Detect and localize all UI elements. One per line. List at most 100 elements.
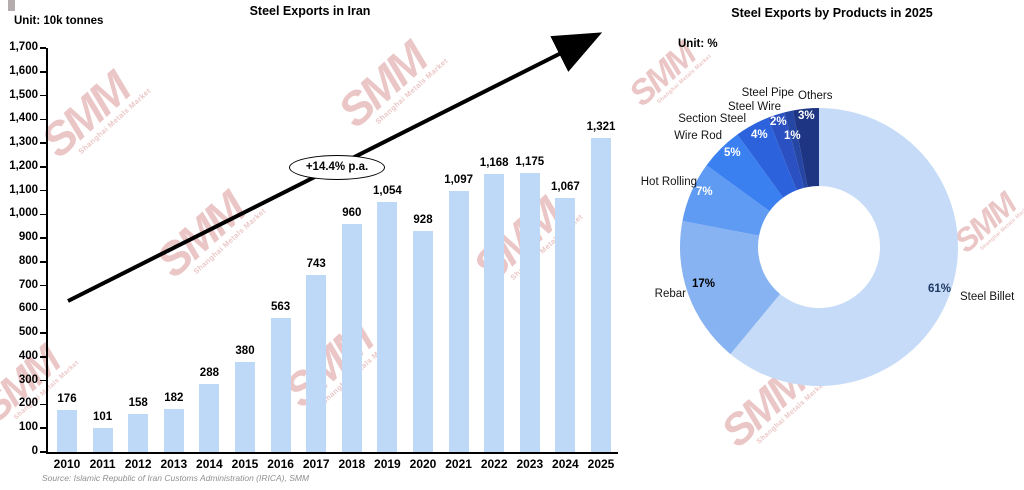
trend-annotation-badge: +14.4% p.a. — [289, 155, 385, 180]
y-axis-tick-mark — [40, 403, 46, 406]
source-note: Source: Islamic Republic of Iran Customs… — [42, 473, 310, 483]
donut-slice-rebar — [679, 220, 781, 355]
bar-2021 — [448, 191, 469, 452]
y-axis-tick-mark — [40, 213, 46, 216]
bar-value-label: 1,321 — [586, 121, 616, 134]
y-axis-line — [46, 48, 48, 452]
corner-square-artifact — [8, 0, 15, 11]
trend-annotation-label: +14.4% p.a. — [305, 161, 369, 173]
bar-value-label: 1,168 — [479, 157, 509, 170]
x-axis-label: 2025 — [587, 457, 615, 471]
donut-slice-steel-billet — [730, 108, 959, 387]
y-axis-tick-label: 900 — [18, 231, 38, 244]
y-axis-tick-label: 1,200 — [9, 159, 38, 172]
y-axis-tick-mark — [40, 94, 46, 97]
x-axis-label: 2011 — [89, 457, 116, 471]
bar-chart-title: Steel Exports in Iran — [249, 4, 371, 18]
donut-slice-name: Steel Billet — [960, 291, 1015, 303]
x-axis-label: 2021 — [445, 457, 472, 471]
y-axis-tick-label: 200 — [18, 397, 38, 410]
x-axis-label: 2017 — [302, 457, 330, 471]
y-axis-tick-mark — [40, 356, 46, 358]
x-axis-label: 2022 — [480, 457, 508, 471]
bar-2014 — [199, 383, 220, 452]
x-axis-label: 2014 — [196, 457, 223, 471]
donut-slice-name: Wire Rod — [674, 130, 722, 142]
y-axis-tick-mark — [40, 47, 46, 49]
bar-2011 — [92, 427, 113, 452]
y-axis-tick-label: 300 — [18, 373, 38, 386]
y-axis-tick-mark — [40, 142, 46, 144]
donut-slice-pct: 7% — [696, 186, 713, 198]
bar-value-label: 1,067 — [551, 181, 580, 194]
bar-value-label: 563 — [271, 301, 291, 314]
donut-chart-title: Steel Exports by Products in 2025 — [731, 6, 933, 20]
bar-chart-unit-label: Unit: 10k tonnes — [14, 15, 104, 27]
bar-2018 — [341, 223, 362, 452]
y-axis-tick-label: 1,500 — [9, 88, 38, 101]
y-axis-tick-mark — [40, 166, 46, 168]
donut-slice-hot-rolling — [682, 165, 770, 236]
bar-2015 — [235, 361, 255, 452]
bar-value-label: 101 — [93, 410, 113, 423]
x-axis-label: 2020 — [409, 457, 437, 471]
bar-2022 — [484, 174, 505, 452]
bar-2016 — [270, 318, 291, 452]
bar-2024 — [555, 198, 576, 452]
y-axis-tick-label: 800 — [18, 254, 38, 267]
y-axis-tick-mark — [40, 189, 46, 192]
y-axis-tick-label: 1,600 — [9, 64, 38, 77]
x-axis-label: 2010 — [53, 457, 81, 471]
x-axis-label: 2024 — [552, 457, 579, 471]
bar-2019 — [377, 201, 398, 452]
donut-slice-name: Others — [798, 90, 833, 102]
x-axis-label: 2015 — [231, 457, 259, 471]
bar-value-label: 182 — [164, 391, 184, 404]
donut-slice-name: Steel Pipe — [741, 87, 794, 99]
y-axis-tick-label: 1,100 — [9, 183, 38, 196]
x-axis-line — [46, 452, 618, 454]
bar-2012 — [128, 414, 149, 452]
donut-slice-name: Steel Wire — [727, 101, 781, 113]
donut-slice-name: Rebar — [654, 288, 686, 300]
bar-2025 — [591, 138, 611, 452]
y-axis-tick-mark — [40, 332, 46, 334]
y-axis-tick-mark — [40, 284, 46, 287]
x-axis-label: 2016 — [267, 457, 294, 471]
bar-value-label: 380 — [235, 344, 255, 357]
bar-2020 — [413, 231, 433, 452]
y-axis-tick-mark — [40, 261, 46, 263]
y-axis-tick-mark — [40, 308, 46, 311]
bar-2023 — [519, 172, 540, 452]
donut-slice-steel-pipe — [784, 110, 808, 188]
y-axis-tick-label: 600 — [18, 302, 38, 315]
donut-slice-name: Section Steel — [678, 113, 746, 125]
donut-slice-pct: 2% — [770, 116, 787, 128]
x-axis-label: 2019 — [374, 457, 401, 471]
bar-value-label: 158 — [128, 397, 148, 410]
bar-value-label: 288 — [199, 366, 219, 379]
bar-2017 — [306, 275, 327, 452]
y-axis-tick-label: 1,400 — [9, 112, 38, 125]
bar-value-label: 176 — [57, 393, 77, 406]
donut-slice-pct: 17% — [692, 278, 716, 290]
y-axis-tick-mark — [40, 451, 46, 453]
donut-slice-name: Hot Rolling — [640, 176, 697, 188]
donut-slice-section-steel — [737, 117, 797, 198]
bar-value-label: 743 — [306, 258, 326, 271]
x-axis-label: 2023 — [516, 457, 544, 471]
x-axis-label: 2018 — [338, 457, 366, 471]
donut-slice-others — [792, 108, 819, 188]
bar-2013 — [163, 408, 184, 452]
bar-value-label: 1,175 — [515, 155, 545, 168]
donut-chart-unit-label: Unit: % — [678, 38, 718, 50]
y-axis-tick-label: 400 — [18, 349, 38, 362]
bar-value-label: 1,054 — [373, 184, 402, 197]
y-axis-tick-label: 1,700 — [9, 41, 38, 53]
donut-slice-pct: 1% — [784, 130, 801, 142]
y-axis-tick-label: 0 — [31, 445, 38, 457]
y-axis-tick-label: 1,000 — [9, 207, 38, 220]
x-axis-label: 2013 — [160, 457, 188, 471]
